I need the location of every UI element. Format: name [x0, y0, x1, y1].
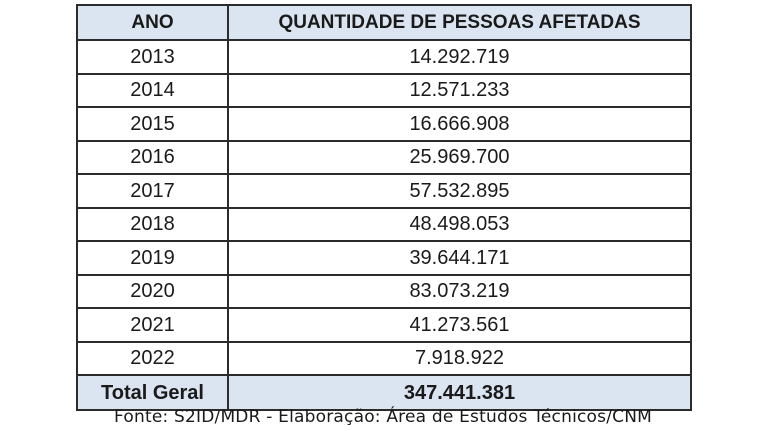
quantity-cell: 83.073.219 [227, 273, 692, 309]
column-header-year: ANO [76, 4, 229, 41]
total-value: 347.441.381 [227, 374, 692, 411]
table-row: 2016 25.969.700 [76, 139, 692, 175]
table-body: 2013 14.292.719 2014 12.571.233 2015 16.… [76, 39, 692, 376]
table-row: 2021 41.273.561 [76, 307, 692, 343]
table-row: 2019 39.644.171 [76, 240, 692, 276]
quantity-cell: 12.571.233 [227, 72, 692, 108]
column-header-quantity: QUANTIDADE DE PESSOAS AFETADAS [227, 4, 692, 41]
year-cell: 2015 [76, 106, 229, 142]
year-cell: 2021 [76, 307, 229, 343]
year-cell: 2020 [76, 273, 229, 309]
table-row: 2020 83.073.219 [76, 273, 692, 309]
quantity-cell: 16.666.908 [227, 106, 692, 142]
year-cell: 2019 [76, 240, 229, 276]
table-header: ANO QUANTIDADE DE PESSOAS AFETADAS [76, 4, 692, 41]
table-row: 2022 7.918.922 [76, 340, 692, 376]
quantity-cell: 14.292.719 [227, 39, 692, 75]
affected-people-table: ANO QUANTIDADE DE PESSOAS AFETADAS 2013 … [76, 4, 692, 411]
table-row: 2018 48.498.053 [76, 206, 692, 242]
year-cell: 2022 [76, 340, 229, 376]
table-row: 2017 57.532.895 [76, 173, 692, 209]
year-cell: 2016 [76, 139, 229, 175]
quantity-cell: 57.532.895 [227, 173, 692, 209]
quantity-cell: 48.498.053 [227, 206, 692, 242]
quantity-cell: 41.273.561 [227, 307, 692, 343]
table-row: 2013 14.292.719 [76, 39, 692, 75]
total-label: Total Geral [76, 374, 229, 411]
source-caption: Fonte: S2ID/MDR - Elaboração: Área de Es… [114, 407, 652, 427]
table-row: 2014 12.571.233 [76, 72, 692, 108]
year-cell: 2017 [76, 173, 229, 209]
table-row: 2015 16.666.908 [76, 106, 692, 142]
header-row: ANO QUANTIDADE DE PESSOAS AFETADAS [76, 4, 692, 41]
year-cell: 2018 [76, 206, 229, 242]
total-row: Total Geral 347.441.381 [76, 374, 692, 411]
quantity-cell: 7.918.922 [227, 340, 692, 376]
table-footer: Total Geral 347.441.381 [76, 374, 692, 411]
affected-people-table-container: ANO QUANTIDADE DE PESSOAS AFETADAS 2013 … [76, 4, 692, 411]
year-cell: 2013 [76, 39, 229, 75]
quantity-cell: 39.644.171 [227, 240, 692, 276]
year-cell: 2014 [76, 72, 229, 108]
quantity-cell: 25.969.700 [227, 139, 692, 175]
